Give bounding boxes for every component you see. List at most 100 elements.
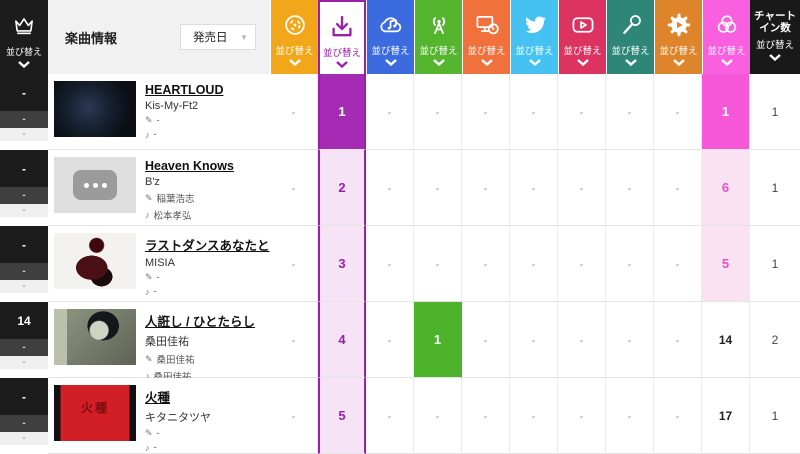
song-title-link[interactable]: HEARTLOUD <box>145 83 224 97</box>
lyricist-value: - <box>156 115 160 126</box>
radio-antenna-icon <box>425 9 453 41</box>
song-artist: MISIA <box>145 257 175 269</box>
cell-video: - <box>558 302 606 378</box>
cell-karaoke: - <box>606 302 654 378</box>
sort-column-overall-rank[interactable]: 並び替え <box>0 0 48 74</box>
chevron-down-icon <box>768 54 782 62</box>
lyricist-line: ✎ - <box>145 272 270 283</box>
table-row: 14 - - 人誑し / ひとたらし 桑田佳祐 ✎桑田佳祐 ♪桑田佳祐 - 4 … <box>0 302 800 383</box>
sort-column-karaoke[interactable]: 並び替え <box>606 0 654 74</box>
cell-lookup: - <box>462 302 510 378</box>
sort-label: 並び替え <box>322 48 361 59</box>
song-text: 火種 キタニタツヤ ✎ - ♪ - <box>145 385 211 453</box>
rank-cells: - - - <box>0 378 48 454</box>
cell-radio: - <box>414 226 462 302</box>
chevron-down-icon <box>720 59 734 66</box>
song-artist: Kis-My-Ft2 <box>145 100 199 112</box>
pencil-icon: ✎ <box>145 353 153 364</box>
sort-label: 並び替え <box>515 46 554 57</box>
cell-radio: - <box>414 378 462 454</box>
composer-line: ♪ - <box>145 129 223 140</box>
cell-gear: - <box>654 226 702 302</box>
song-thumbnail[interactable] <box>54 81 136 137</box>
sort-column-composite[interactable]: 並び替え <box>702 0 750 74</box>
sort-column-twitter[interactable]: 並び替え <box>510 0 558 74</box>
cell-karaoke: - <box>606 226 654 302</box>
microphone-icon <box>617 9 645 41</box>
dropdown-arrow-icon: ▼ <box>240 32 248 42</box>
cell-karaoke: - <box>606 378 654 454</box>
cell-composite: 5 <box>702 226 750 302</box>
release-date-dropdown[interactable]: 発売日 ▼ <box>180 24 256 50</box>
rank-sub-2: - <box>0 204 48 217</box>
rank-sub-1: - <box>0 111 48 128</box>
thumbnail-title-text: 火種 <box>80 401 109 415</box>
gear-play-icon <box>665 9 693 41</box>
cell-lookup: - <box>462 74 510 150</box>
overall-rank: - <box>0 150 48 187</box>
sort-column-download-selected[interactable]: 並び替え <box>318 0 366 74</box>
pencil-icon: ✎ <box>145 192 153 203</box>
rank-sub-2: - <box>0 432 48 445</box>
song-title-link[interactable]: ラストダンスあなたと <box>145 239 270 253</box>
chevron-down-icon <box>576 59 590 66</box>
song-title-link[interactable]: Heaven Knows <box>145 159 234 173</box>
song-title-link[interactable]: 人誑し / ひとたらし <box>145 315 256 329</box>
sort-column-lookup[interactable]: 並び替え <box>462 0 510 74</box>
lyricist-line: ✎ - <box>145 115 223 126</box>
sort-column-gear[interactable]: 並び替え <box>654 0 702 74</box>
song-title-link[interactable]: 火種 <box>145 391 171 405</box>
song-thumbnail-placeholder[interactable] <box>54 157 136 213</box>
screen-disc-icon <box>473 9 501 41</box>
overall-rank: - <box>0 378 48 415</box>
sort-label: 並び替え <box>659 46 698 57</box>
video-placeholder-icon <box>73 170 117 200</box>
cell-chartin-count: 2 <box>750 302 800 378</box>
video-play-icon <box>569 9 597 41</box>
cell-gear: - <box>654 150 702 226</box>
cell-download: 3 <box>318 226 366 302</box>
lyricist-value: - <box>156 428 160 439</box>
song-artist: 桑田佳祐 <box>145 336 189 348</box>
rank-sub-1: - <box>0 339 48 356</box>
sort-column-cd[interactable]: 並び替え <box>270 0 318 74</box>
cell-streaming: - <box>366 226 414 302</box>
song-cell: HEARTLOUD Kis-My-Ft2 ✎ - ♪ - <box>48 74 270 150</box>
sort-column-video[interactable]: 並び替え <box>558 0 606 74</box>
twitter-bird-icon <box>521 9 549 41</box>
cell-composite: 17 <box>702 378 750 454</box>
chevron-down-icon <box>432 59 446 66</box>
chevron-down-icon <box>335 61 349 68</box>
cd-icon <box>281 9 309 41</box>
music-note-icon: ♪ <box>145 442 150 453</box>
rank-cells: 14 - - <box>0 302 48 378</box>
chevron-down-icon <box>528 59 542 66</box>
chevron-down-icon <box>17 61 31 68</box>
overall-rank: - <box>0 74 48 111</box>
song-thumbnail[interactable] <box>54 233 136 289</box>
cell-download: 1 <box>318 74 366 150</box>
cell-streaming: - <box>366 74 414 150</box>
sort-column-radio[interactable]: 並び替え <box>414 0 462 74</box>
cell-composite: 6 <box>702 150 750 226</box>
lyricist-line: ✎ - <box>145 428 211 439</box>
table-row: - - - HEARTLOUD Kis-My-Ft2 ✎ - ♪ - - 1 - -… <box>0 74 800 150</box>
song-text: HEARTLOUD Kis-My-Ft2 ✎ - ♪ - <box>145 81 223 149</box>
song-cell: ラストダンスあなたと MISIA ✎ - ♪ - <box>48 226 270 302</box>
cell-karaoke: - <box>606 150 654 226</box>
song-thumbnail[interactable]: 火種 <box>54 385 136 441</box>
sort-label: 並び替え <box>275 46 314 57</box>
sort-label: 並び替え <box>467 46 506 57</box>
chart-header: 並び替え 楽曲情報 発売日 ▼ 並び替え <box>0 0 800 74</box>
cell-gear: - <box>654 378 702 454</box>
composer-value: - <box>153 442 157 453</box>
sort-column-streaming[interactable]: 並び替え <box>366 0 414 74</box>
song-thumbnail[interactable] <box>54 309 136 365</box>
cell-composite: 14 <box>702 302 750 378</box>
overall-rank: 14 <box>0 302 48 339</box>
sort-column-chartin-count[interactable]: チャートイン数 並び替え <box>750 0 800 74</box>
song-artist: キタニタツヤ <box>145 412 211 424</box>
table-row: - - - ラストダンスあなたと MISIA ✎ - ♪ - - 3 - - - -… <box>0 226 800 302</box>
cell-cd: - <box>270 378 318 454</box>
composer-line: ♪ - <box>145 442 211 453</box>
